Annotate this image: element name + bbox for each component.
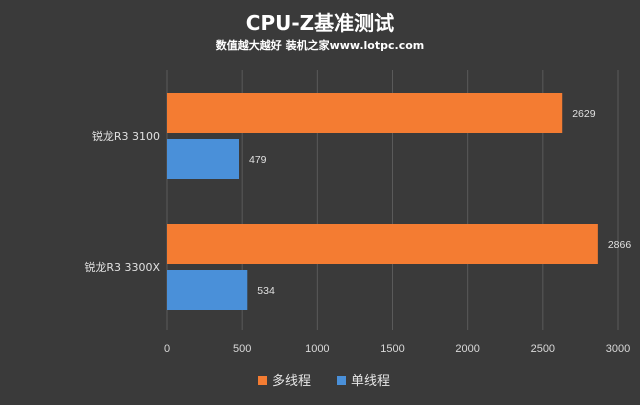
x-tick-label: 1500 (380, 343, 404, 355)
chart-title: CPU-Z基准测试 (246, 11, 394, 35)
x-tick-label: 1000 (305, 343, 329, 355)
bar-multi-1 (167, 224, 598, 264)
bar-multi-0 (167, 93, 563, 133)
value-label: 479 (249, 154, 267, 166)
bar-single-1 (167, 270, 248, 310)
x-tick-label: 2500 (531, 343, 555, 355)
legend-swatch (258, 376, 267, 385)
category-label: 锐龙R3 3100 (92, 129, 160, 143)
category-label: 锐龙R3 3300X (84, 260, 160, 274)
x-tick-label: 2000 (455, 343, 479, 355)
x-axis-ticks: 0 500 1000 1500 2000 2500 3000 (164, 343, 630, 355)
bar-single-0 (167, 139, 240, 179)
legend-label: 多线程 (272, 373, 311, 389)
y-axis-categories: 锐龙R3 3100 锐龙R3 3300X (84, 129, 160, 274)
chart-subtitle: 数值越大越好 装机之家www.lotpc.com (216, 38, 425, 52)
x-tick-label: 0 (164, 343, 170, 355)
legend: 多线程 单线程 (258, 373, 390, 389)
value-label: 2866 (608, 239, 632, 251)
legend-swatch (337, 376, 346, 385)
legend-label: 单线程 (351, 374, 390, 389)
x-tick-label: 500 (233, 343, 251, 355)
bars: 2629 479 2866 534 (167, 93, 631, 310)
value-label: 2629 (572, 108, 596, 120)
x-tick-label: 3000 (606, 343, 630, 355)
value-label: 534 (257, 285, 275, 297)
